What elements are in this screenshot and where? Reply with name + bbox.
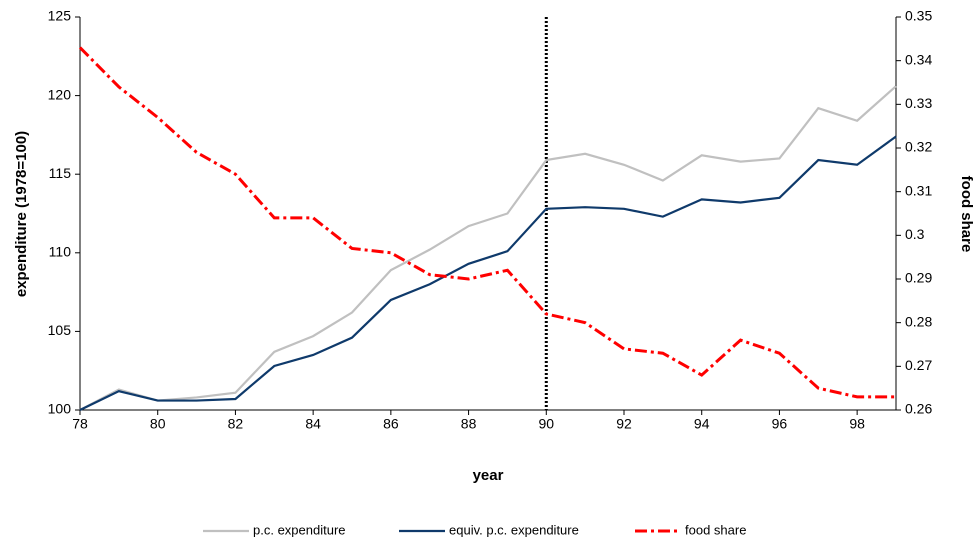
y2-tick-label: 0.27 (905, 357, 932, 373)
y2-tick-label: 0.35 (905, 8, 932, 24)
y-tick-label: 125 (48, 8, 72, 24)
y2-tick-label: 0.3 (905, 226, 925, 242)
x-tick-label: 92 (616, 416, 632, 432)
y-axis-title: expenditure (1978=100) (13, 131, 30, 297)
y2-tick-label: 0.33 (905, 95, 932, 111)
y2-tick-label: 0.29 (905, 270, 932, 286)
y-tick-label: 110 (49, 244, 72, 260)
series-line (79, 135, 897, 411)
y2-tick-label: 0.32 (905, 139, 932, 155)
legend-label: equiv. p.c. expenditure (449, 522, 579, 537)
y-tick-label: 100 (48, 401, 72, 417)
legend-label: food share (685, 522, 746, 537)
y-tick-label: 115 (49, 165, 72, 181)
x-tick-label: 78 (72, 416, 88, 432)
x-tick-label: 94 (694, 416, 710, 432)
series-line (79, 85, 897, 411)
x-tick-label: 82 (228, 416, 244, 432)
y-tick-label: 105 (48, 322, 72, 338)
x-tick-label: 84 (305, 416, 321, 432)
x-tick-label: 86 (383, 416, 399, 432)
y2-tick-label: 0.34 (905, 51, 932, 67)
y2-axis-title: food share (958, 176, 975, 253)
x-tick-label: 88 (461, 416, 477, 432)
y2-tick-label: 0.28 (905, 313, 932, 329)
series-line (78, 46, 896, 399)
x-tick-label: 98 (849, 416, 865, 432)
legend-label: p.c. expenditure (253, 522, 346, 537)
x-tick-label: 96 (772, 416, 788, 432)
y2-tick-label: 0.31 (905, 182, 932, 198)
y2-tick-label: 0.26 (905, 401, 932, 417)
x-tick-label: 80 (150, 416, 166, 432)
x-axis-title: year (473, 467, 504, 484)
x-tick-label: 90 (538, 416, 554, 432)
y-tick-label: 120 (48, 86, 72, 102)
